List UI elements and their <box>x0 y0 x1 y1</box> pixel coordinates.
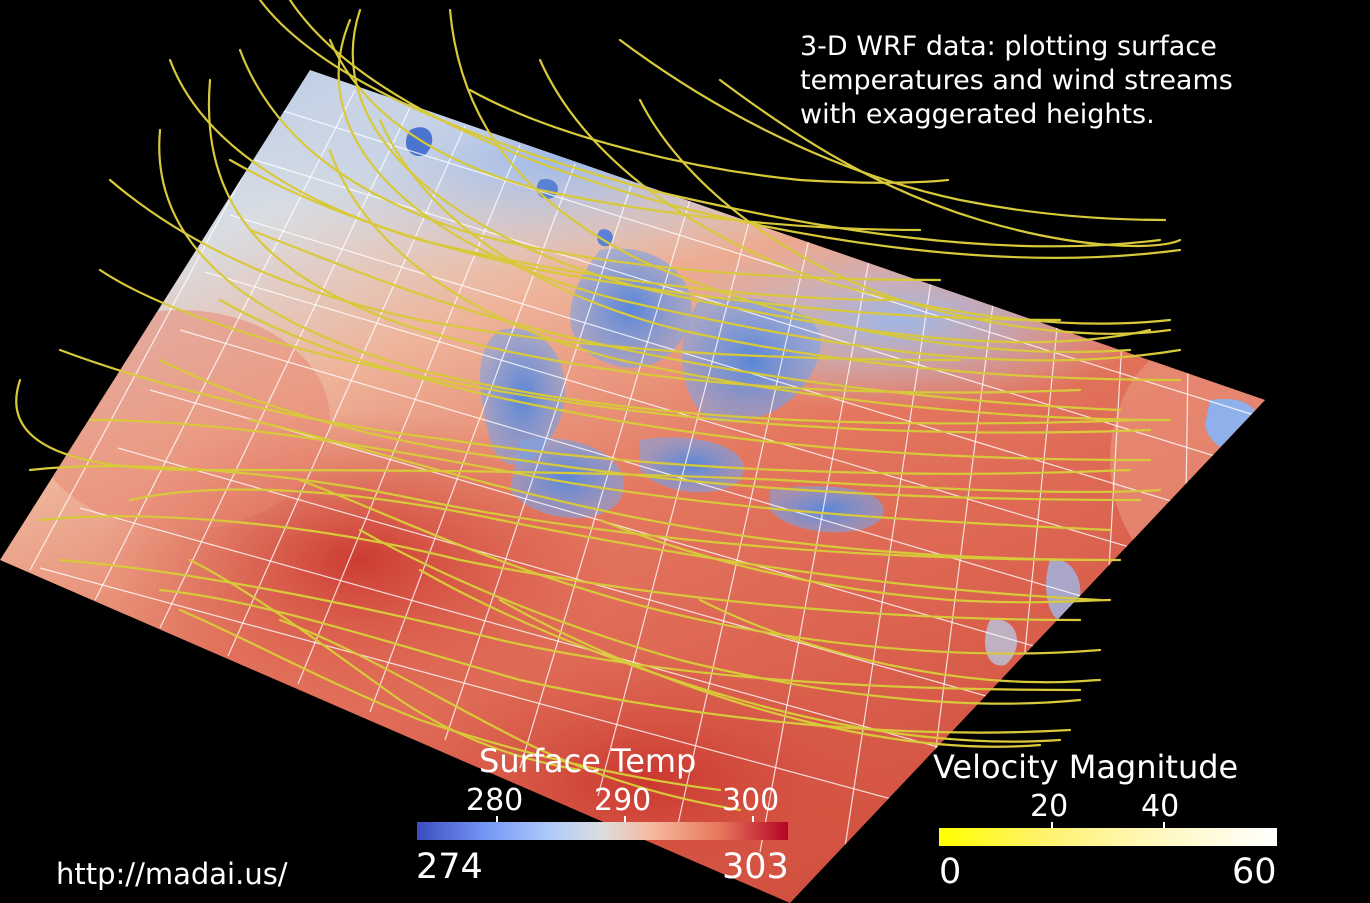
velocity-max-label: 60 <box>1232 852 1277 892</box>
velocity-tickmark <box>1051 822 1053 828</box>
source-url: http://madai.us/ <box>56 857 288 891</box>
temp-tick-290: 290 <box>594 783 652 818</box>
velocity-tick-40: 40 <box>1141 789 1180 824</box>
caption-line-1: 3-D WRF data: plotting surface <box>800 31 1217 62</box>
velocity-colorbar <box>939 828 1277 846</box>
velocity-min-label: 0 <box>939 852 962 892</box>
temp-tickmark <box>624 816 626 822</box>
velocity-tick-20: 20 <box>1030 789 1069 824</box>
caption-line-2: temperatures and wind streams <box>800 65 1233 96</box>
velocity-legend-title: Velocity Magnitude <box>933 748 1239 786</box>
temp-colorbar <box>417 822 788 840</box>
temp-min-label: 274 <box>416 847 483 887</box>
wind-streamlines <box>15 0 1182 812</box>
temp-legend-title: Surface Temp <box>479 742 697 780</box>
velocity-tickmark <box>1163 822 1165 828</box>
caption: 3-D WRF data: plotting surface temperatu… <box>800 30 1340 132</box>
temp-tickmark <box>496 816 498 822</box>
caption-line-3: with exaggerated heights. <box>800 99 1155 130</box>
temp-tickmark <box>752 816 754 822</box>
temp-max-label: 303 <box>722 847 789 887</box>
temp-tick-280: 280 <box>466 783 524 818</box>
temp-tick-300: 300 <box>722 783 780 818</box>
